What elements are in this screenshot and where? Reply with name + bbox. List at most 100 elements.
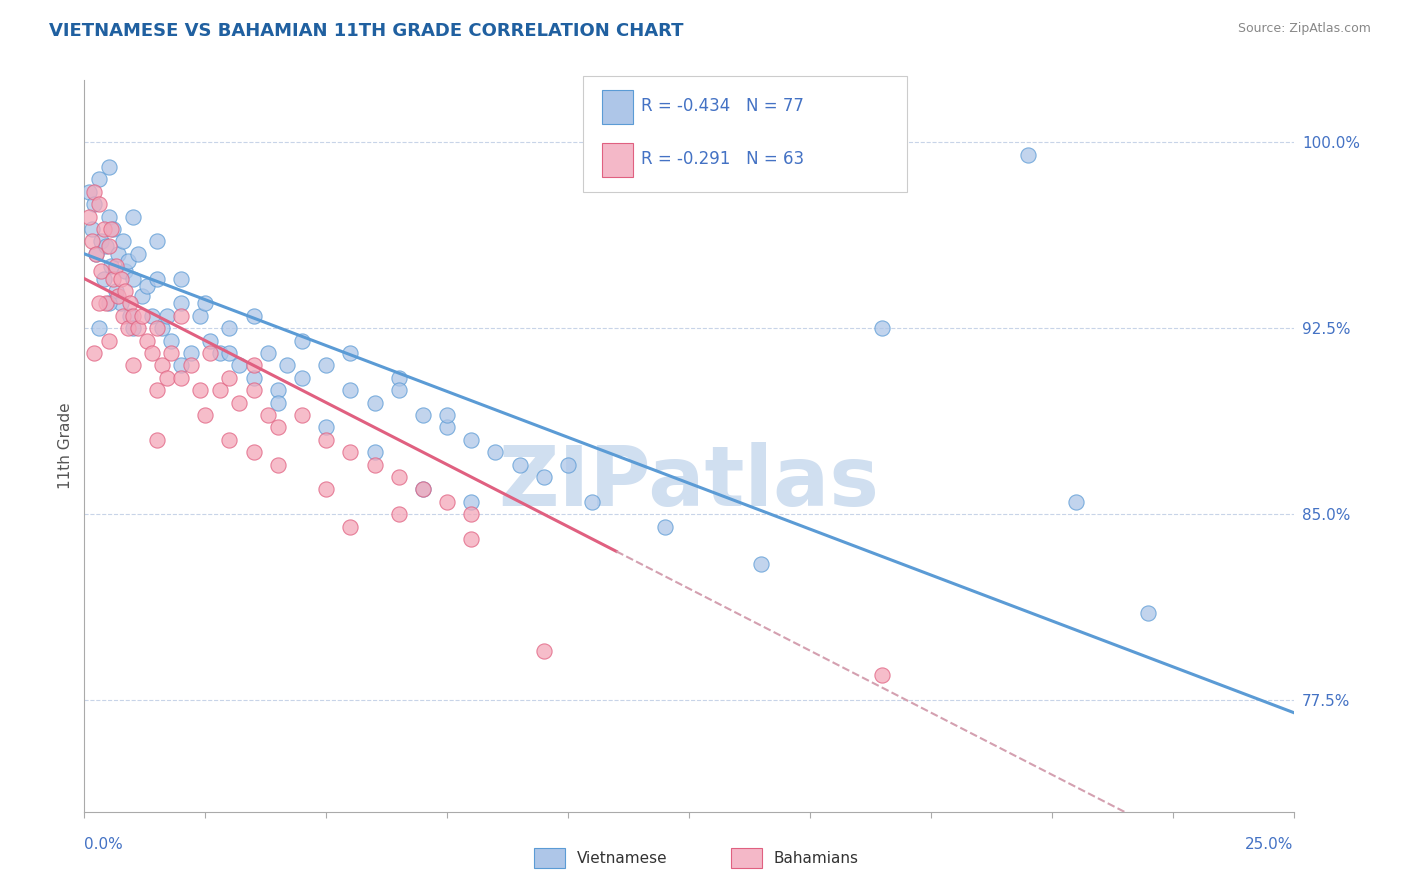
Point [872, 668, 894, 682]
Point [114, 264, 136, 278]
Point [86, 247, 108, 261]
Point [460, 495, 482, 509]
Text: ZIPatlas: ZIPatlas [499, 442, 879, 523]
Point [103, 271, 125, 285]
Point [257, 346, 280, 360]
Point [121, 309, 143, 323]
Point [141, 346, 163, 360]
Point [155, 309, 177, 323]
Point [97, 239, 120, 253]
Point [460, 507, 482, 521]
Point [104, 259, 127, 273]
Point [228, 395, 250, 409]
Point [80, 235, 103, 249]
Point [87, 321, 110, 335]
Point [436, 420, 458, 434]
Point [412, 483, 434, 497]
Point [83, 197, 105, 211]
Point [127, 247, 149, 261]
Point [363, 445, 385, 459]
Point [146, 321, 169, 335]
Point [120, 309, 142, 323]
Point [160, 346, 183, 360]
Point [170, 271, 193, 285]
Text: Bahamians: Bahamians [773, 852, 858, 866]
Point [267, 383, 290, 397]
Point [146, 383, 169, 397]
Point [228, 359, 250, 373]
Point [110, 271, 132, 285]
Point [160, 334, 183, 348]
Point [208, 346, 231, 360]
Point [291, 371, 314, 385]
Point [218, 321, 240, 335]
Point [97, 160, 120, 174]
Point [97, 210, 120, 224]
Point [1064, 495, 1087, 509]
Point [218, 433, 240, 447]
Point [170, 309, 193, 323]
Point [267, 420, 290, 434]
Point [291, 334, 314, 348]
Point [93, 271, 115, 285]
Point [110, 296, 132, 310]
Point [107, 289, 129, 303]
Point [94, 296, 117, 310]
Point [136, 279, 159, 293]
Point [509, 458, 531, 472]
Point [339, 346, 361, 360]
Point [1017, 147, 1039, 161]
Point [117, 254, 139, 268]
Point [242, 309, 264, 323]
Point [83, 346, 105, 360]
Point [146, 235, 169, 249]
Point [242, 359, 264, 373]
Text: 25.0%: 25.0% [1246, 837, 1294, 852]
Point [872, 321, 894, 335]
Text: 0.0%: 0.0% [84, 837, 124, 852]
Point [242, 383, 264, 397]
Point [86, 247, 108, 261]
Point [208, 383, 231, 397]
Point [291, 408, 314, 422]
Point [103, 222, 125, 236]
Point [751, 557, 773, 571]
Point [141, 309, 163, 323]
Point [146, 433, 169, 447]
Point [114, 284, 136, 298]
Point [242, 445, 264, 459]
Point [581, 495, 603, 509]
Point [276, 359, 298, 373]
Point [315, 483, 337, 497]
Point [388, 507, 411, 521]
Point [155, 371, 177, 385]
Point [90, 235, 112, 249]
Point [127, 321, 149, 335]
Point [121, 359, 143, 373]
Point [315, 420, 337, 434]
Point [150, 321, 173, 335]
Point [267, 458, 290, 472]
Point [190, 383, 212, 397]
Point [120, 296, 142, 310]
Point [170, 359, 193, 373]
Text: Vietnamese: Vietnamese [576, 852, 666, 866]
Point [100, 259, 122, 273]
Point [194, 296, 217, 310]
Point [218, 371, 240, 385]
Point [180, 346, 202, 360]
Point [131, 309, 153, 323]
Point [121, 271, 143, 285]
Text: R = -0.291   N = 63: R = -0.291 N = 63 [641, 151, 804, 169]
Point [315, 359, 337, 373]
Point [363, 395, 385, 409]
Point [412, 408, 434, 422]
Point [146, 271, 169, 285]
Text: R = -0.434   N = 77: R = -0.434 N = 77 [641, 97, 804, 115]
Point [388, 371, 411, 385]
Point [194, 408, 217, 422]
Point [533, 643, 555, 657]
Point [339, 383, 361, 397]
Text: VIETNAMESE VS BAHAMIAN 11TH GRADE CORRELATION CHART: VIETNAMESE VS BAHAMIAN 11TH GRADE CORREL… [49, 22, 683, 40]
Point [267, 395, 290, 409]
